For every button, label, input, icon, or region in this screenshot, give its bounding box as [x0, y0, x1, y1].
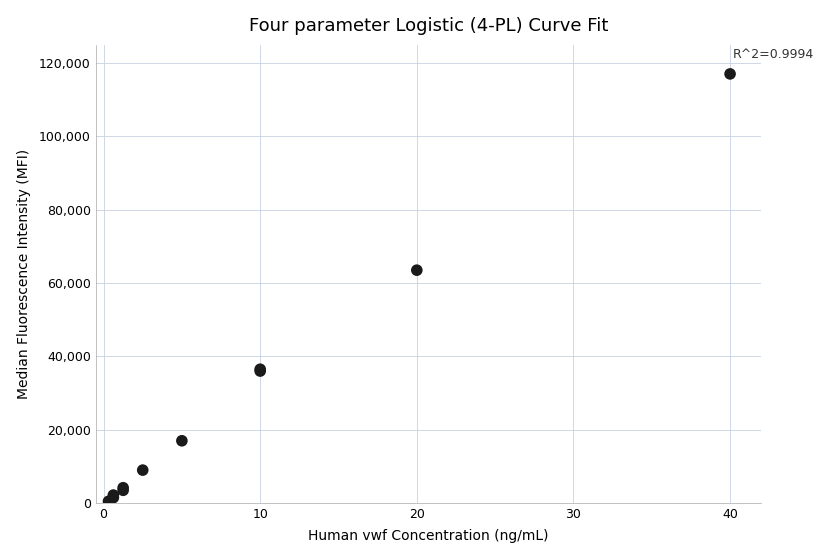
Point: [102, 497, 115, 506]
Title: Four parameter Logistic (4-PL) Curve Fit: Four parameter Logistic (4-PL) Curve Fit: [249, 17, 608, 35]
Point: [410, 265, 423, 274]
Point: [106, 491, 120, 500]
Point: [116, 486, 130, 495]
Point: [254, 367, 267, 376]
Text: R^2=0.9994: R^2=0.9994: [733, 48, 815, 61]
Point: [723, 69, 736, 78]
X-axis label: Human vwf Concentration (ng/mL): Human vwf Concentration (ng/mL): [309, 529, 549, 543]
Point: [176, 436, 189, 445]
Y-axis label: Median Fluorescence Intensity (MFI): Median Fluorescence Intensity (MFI): [17, 149, 31, 399]
Point: [106, 493, 120, 502]
Point: [116, 483, 130, 492]
Point: [254, 365, 267, 374]
Point: [136, 466, 150, 475]
